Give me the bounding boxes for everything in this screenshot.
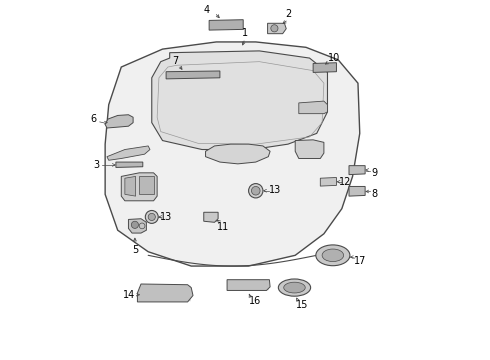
Ellipse shape [316,245,350,266]
Text: 10: 10 [328,53,340,63]
Text: 7: 7 [172,56,178,66]
Text: 14: 14 [123,290,136,300]
Text: 8: 8 [372,189,378,199]
Polygon shape [313,63,337,72]
Circle shape [131,221,139,228]
Circle shape [148,213,155,221]
Text: 9: 9 [372,168,378,178]
Polygon shape [137,284,193,302]
Polygon shape [204,212,218,222]
Text: 15: 15 [295,300,308,310]
Text: 1: 1 [242,28,248,38]
Polygon shape [105,115,133,128]
Polygon shape [295,140,324,158]
Polygon shape [349,166,365,175]
Circle shape [146,211,158,224]
Polygon shape [209,20,243,30]
Polygon shape [227,280,270,291]
Polygon shape [105,42,360,266]
Polygon shape [349,186,365,196]
Polygon shape [320,177,337,186]
Polygon shape [299,101,327,114]
Polygon shape [166,71,220,79]
Text: 4: 4 [203,5,210,15]
Text: 5: 5 [132,245,138,255]
Text: 11: 11 [217,222,229,231]
Polygon shape [139,176,153,194]
Text: 16: 16 [249,296,261,306]
Ellipse shape [278,279,311,296]
Polygon shape [116,162,143,167]
Polygon shape [205,144,270,164]
Text: 17: 17 [354,256,366,266]
Ellipse shape [284,282,305,293]
Text: 12: 12 [339,177,352,187]
Circle shape [248,184,263,198]
Polygon shape [268,23,286,34]
Polygon shape [107,146,150,160]
Polygon shape [125,176,136,196]
Polygon shape [128,219,147,233]
Text: 13: 13 [160,212,172,222]
Text: 3: 3 [93,160,99,170]
Text: 13: 13 [269,185,281,195]
Text: 2: 2 [285,9,292,19]
Polygon shape [152,51,327,149]
Circle shape [271,25,278,32]
Text: 6: 6 [90,114,97,124]
Circle shape [251,186,260,195]
Polygon shape [122,173,157,201]
Ellipse shape [322,249,343,262]
